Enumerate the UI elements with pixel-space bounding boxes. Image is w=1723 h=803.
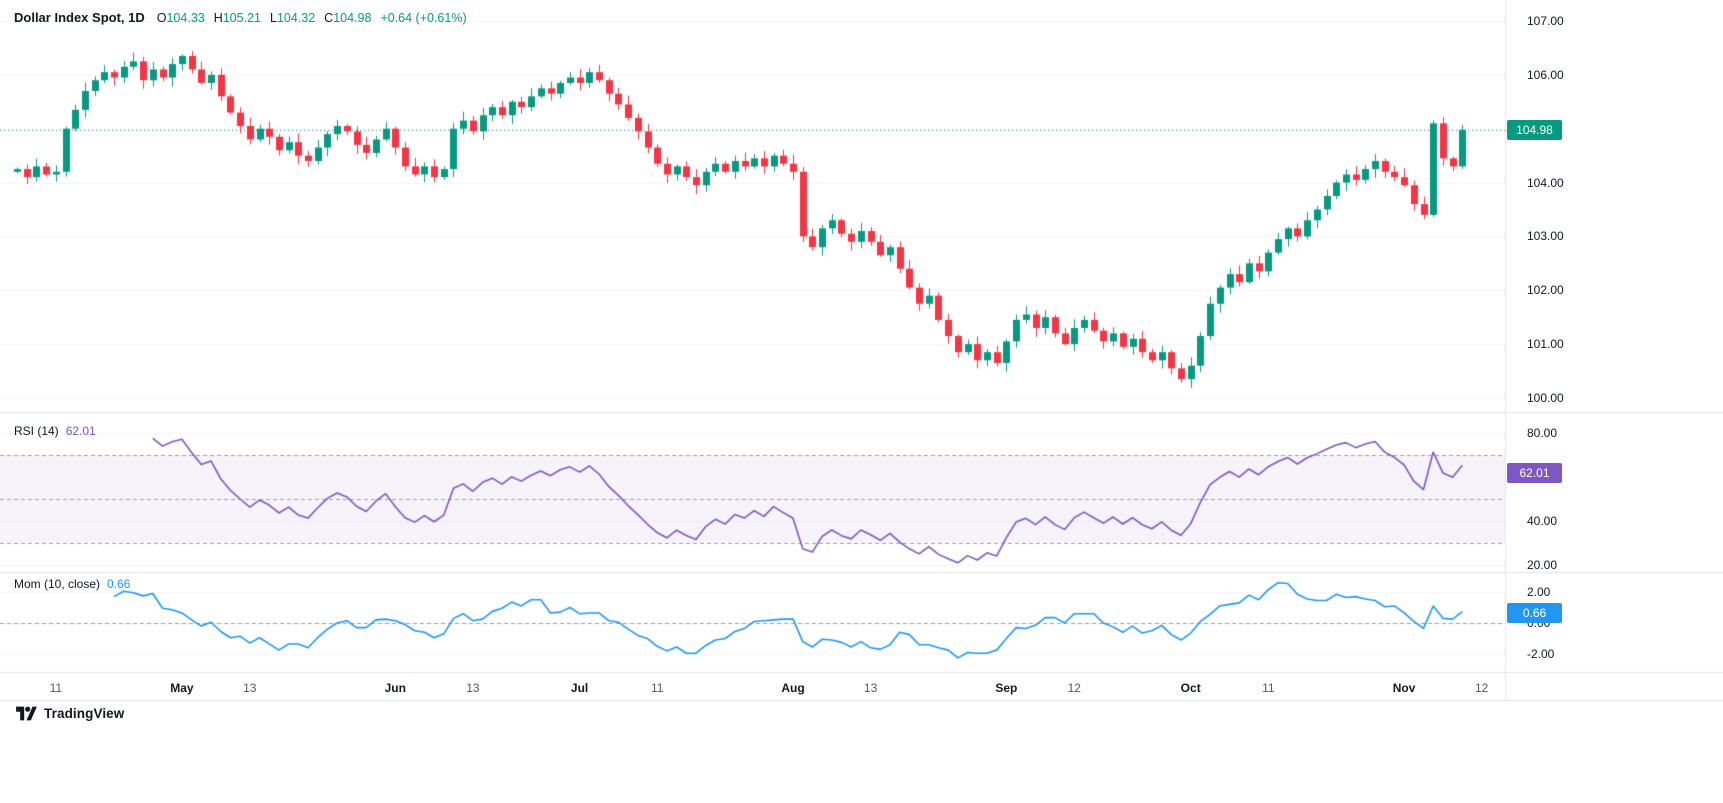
- close-label: C: [324, 11, 334, 25]
- ohlc-readout: O104.33 H105.21 L104.32 C104.98 +0.64 (+…: [157, 11, 467, 25]
- last-price-badge: 104.98: [1507, 119, 1562, 140]
- momentum-pane-title[interactable]: Mom (10, close) 0.66: [14, 577, 130, 591]
- open-readout: O104.33: [157, 11, 205, 25]
- rsi-label: RSI (14): [14, 424, 59, 438]
- symbol-header: Dollar Index Spot, 1D O104.33 H105.21 L1…: [14, 10, 467, 25]
- close-value: 104.98: [333, 11, 372, 25]
- high-label: H: [213, 11, 223, 25]
- momentum-label: Mom (10, close): [14, 577, 101, 591]
- low-readout: L104.32: [270, 11, 315, 25]
- rsi-pane-title[interactable]: RSI (14) 62.01: [14, 424, 96, 438]
- tradingview-logo-icon: [16, 706, 37, 721]
- momentum-value: 0.66: [107, 577, 131, 591]
- rsi-value-badge: 62.01: [1507, 462, 1562, 483]
- close-readout: C104.98: [324, 11, 371, 25]
- rsi-value: 62.01: [65, 424, 96, 438]
- high-readout: H105.21: [214, 11, 261, 25]
- low-value: 104.32: [276, 11, 316, 25]
- open-label: O: [156, 11, 167, 25]
- change-value: +0.64 (+0.61%): [380, 11, 467, 25]
- momentum-value-badge: 0.66: [1507, 602, 1562, 623]
- tradingview-watermark[interactable]: TradingView: [16, 706, 124, 721]
- high-value: 105.21: [222, 11, 261, 25]
- symbol-title[interactable]: Dollar Index Spot, 1D: [14, 10, 145, 25]
- low-label: L: [269, 11, 277, 25]
- open-value: 104.33: [166, 11, 205, 25]
- tradingview-logo-text: TradingView: [44, 706, 125, 721]
